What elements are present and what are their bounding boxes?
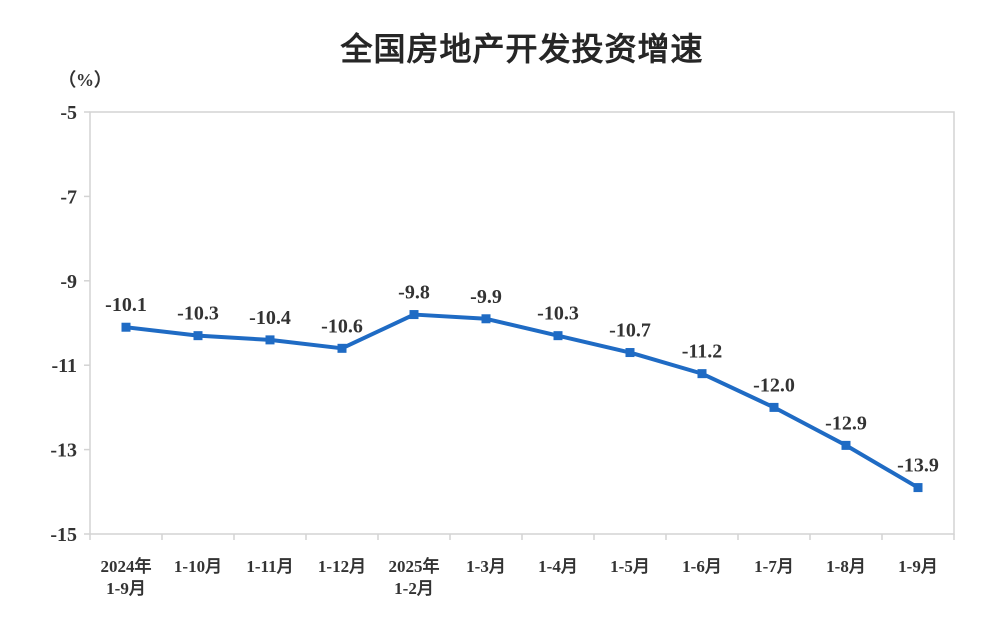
data-point-marker [625,348,635,358]
x-tick-label: 1-5月 [610,557,650,576]
y-tick-label: -9 [60,271,77,293]
data-label: -10.3 [177,303,219,325]
data-point-marker [481,314,491,324]
plot-area-border [89,111,955,535]
data-label: -11.2 [682,341,723,363]
x-tick-label: 1-12月 [318,557,366,576]
x-tick-label: 1-6月 [682,557,722,576]
data-label: -10.4 [249,307,291,329]
data-point-marker [553,331,563,341]
x-tick-label: 1-3月 [466,557,506,576]
data-label: -12.9 [825,412,867,434]
data-label: -9.9 [470,286,502,308]
x-tick-label: 1-7月 [754,557,794,576]
x-tick-label: 1-8月 [826,557,866,576]
line-series [124,312,920,490]
data-label: -13.9 [897,455,939,477]
x-tick-label: 2024年 [101,556,152,576]
y-tick-label: -15 [50,524,77,546]
y-tick-label: -7 [60,186,77,208]
x-tick-label: 1-11月 [246,557,293,576]
data-label: -12.0 [753,374,795,396]
y-axis-unit-label: （%） [58,70,112,90]
x-tick-label: 2025年 [389,556,440,576]
data-point-marker [697,369,707,379]
data-label: -9.8 [398,282,430,304]
data-label: -10.1 [105,294,147,316]
y-tick-label: -5 [60,102,77,124]
data-point-marker [193,331,203,341]
data-point-marker [841,440,851,450]
data-point-marker [265,335,275,345]
chart-title: 全国房地产开发投资增速 [340,31,704,67]
data-label: -10.6 [321,315,363,337]
x-tick-label: 1-10月 [174,557,222,576]
data-label: -10.3 [537,303,579,325]
data-point-marker [409,310,419,320]
x-tick-label: 1-2月 [394,579,434,598]
x-tick-label: 1-4月 [538,557,578,576]
data-label: -10.7 [609,320,651,342]
y-tick-label: -13 [50,440,77,462]
data-point-marker [337,343,347,353]
y-tick-label: -11 [51,355,77,377]
data-point-marker [769,402,779,412]
x-tick-label: 1-9月 [106,579,146,598]
data-point-marker [913,483,923,493]
x-tick-label: 1-9月 [898,557,938,576]
data-point-marker [121,322,131,332]
